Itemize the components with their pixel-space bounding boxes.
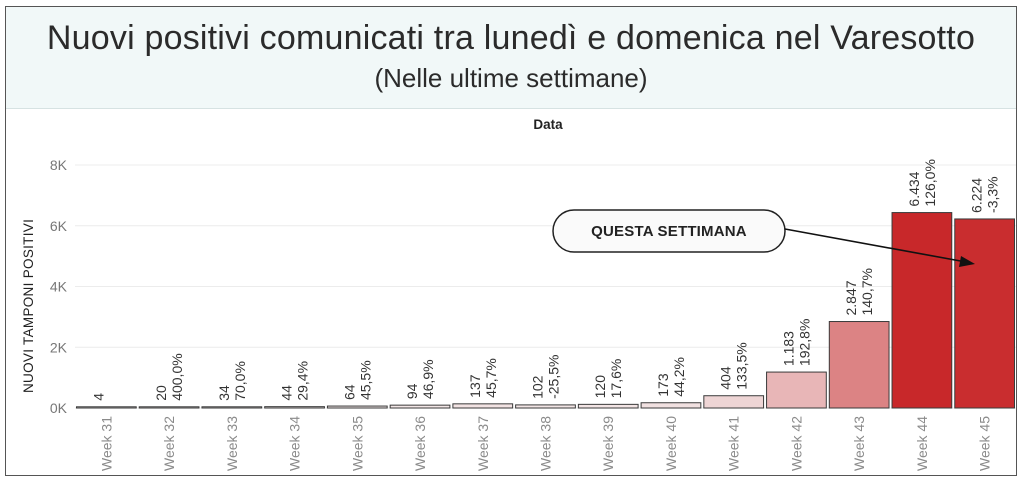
change-label: 29,4% (295, 361, 311, 401)
bar (452, 403, 514, 409)
change-label: -3,3% (985, 176, 1001, 213)
bar (891, 212, 953, 409)
change-label: 140,7% (859, 268, 875, 315)
callout-arrow (784, 228, 967, 263)
x-axis-title: Data (533, 117, 563, 132)
change-label: 45,7% (483, 358, 499, 398)
x-tick-label: Week 45 (977, 416, 993, 471)
chart-header: Nuovi positivi comunicati tra lunedì e d… (6, 7, 1016, 109)
callout-text: QUESTA SETTIMANA (591, 223, 747, 240)
change-label: 126,0% (922, 159, 938, 206)
value-label: 6.224 (969, 178, 985, 213)
x-tick-label: Week 40 (663, 416, 679, 471)
bar (766, 371, 827, 409)
callout-arrowhead (959, 256, 975, 267)
change-label: 17,6% (608, 359, 624, 399)
x-tick-label: Week 36 (412, 416, 428, 471)
x-tick-label: Week 39 (600, 416, 616, 471)
y-tick-label: 0K (50, 400, 68, 416)
x-tick-label: Week 38 (538, 416, 554, 471)
x-tick-label: Week 43 (851, 416, 867, 471)
value-label: 6.434 (906, 171, 922, 206)
bar (138, 406, 200, 409)
bar (201, 406, 263, 409)
x-tick-label: Week 37 (475, 416, 491, 471)
change-label: 44,2% (671, 357, 687, 397)
x-tick-label: Week 31 (98, 416, 114, 471)
value-label: 173 (655, 373, 671, 397)
x-tick-label: Week 33 (224, 416, 240, 471)
change-label: 400,0% (169, 353, 185, 400)
x-tick-label: Week 41 (726, 416, 742, 471)
bar (389, 404, 451, 409)
y-axis-title: NUOVI TAMPONI POSITIVI (21, 219, 36, 393)
callout-bubble (552, 209, 786, 253)
change-label: 46,9% (420, 359, 436, 399)
value-label: 1.183 (780, 331, 796, 366)
bar (76, 406, 137, 409)
y-tick-label: 2K (50, 339, 68, 355)
value-label: 64 (341, 384, 357, 400)
change-label: 192,8% (796, 319, 812, 366)
change-label: -25,5% (546, 355, 562, 399)
y-tick-label: 4K (50, 279, 68, 295)
x-axis-categories: Week 31 Week 32 Week 33 Week 34 Week 35 Week … (98, 416, 992, 471)
bar (577, 403, 639, 409)
x-tick-label: Week 34 (287, 416, 303, 471)
callout: QUESTA SETTIMANA (552, 209, 975, 267)
bars (76, 212, 1015, 409)
value-label: 94 (404, 383, 420, 399)
bar (264, 406, 325, 409)
value-label: 120 (592, 375, 608, 399)
value-label: 404 (718, 366, 734, 390)
bar (954, 218, 1015, 409)
value-label: 34 (216, 385, 232, 401)
y-tick-label: 6K (50, 218, 68, 234)
bar (326, 405, 388, 409)
x-tick-label: Week 32 (161, 416, 177, 471)
value-label: 2.847 (843, 280, 859, 315)
change-label: 133,5% (734, 342, 750, 389)
change-label: 45,5% (357, 360, 373, 400)
x-tick-label: Week 35 (349, 416, 365, 471)
bar (640, 402, 702, 409)
x-tick-label: Week 42 (788, 416, 804, 471)
value-label: 20 (153, 385, 169, 401)
y-axis-ticks: 0K 2K 4K 6K 8K (50, 157, 68, 416)
value-label: 137 (467, 374, 483, 398)
value-label: 102 (530, 375, 546, 399)
bar (703, 395, 765, 409)
value-label: 4 (90, 393, 106, 401)
chart-subtitle: (Nelle ultime settimane) (374, 63, 648, 93)
value-label: 44 (279, 385, 295, 401)
data-labels: 4 20 400,0% 34 70,0% 44 29,4% 64 45,5% 94 46,9% 137… (90, 159, 1000, 401)
chart-title: Nuovi positivi comunicati tra lunedì e d… (46, 19, 976, 57)
bar (828, 321, 890, 409)
change-label: 70,0% (232, 361, 248, 401)
x-tick-label: Week 44 (914, 416, 930, 471)
y-tick-label: 8K (50, 157, 68, 173)
bar (515, 404, 576, 409)
